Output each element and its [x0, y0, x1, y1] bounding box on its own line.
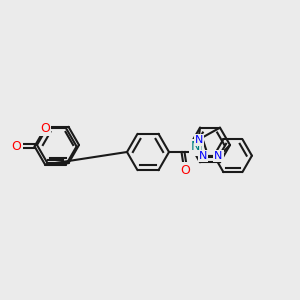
Text: N: N	[190, 140, 200, 154]
Text: O: O	[40, 122, 50, 135]
Text: O: O	[180, 164, 190, 176]
Text: N: N	[199, 151, 207, 161]
Text: N: N	[214, 151, 223, 161]
Text: O: O	[12, 140, 22, 153]
Text: H: H	[195, 145, 203, 155]
Text: N: N	[195, 135, 203, 145]
